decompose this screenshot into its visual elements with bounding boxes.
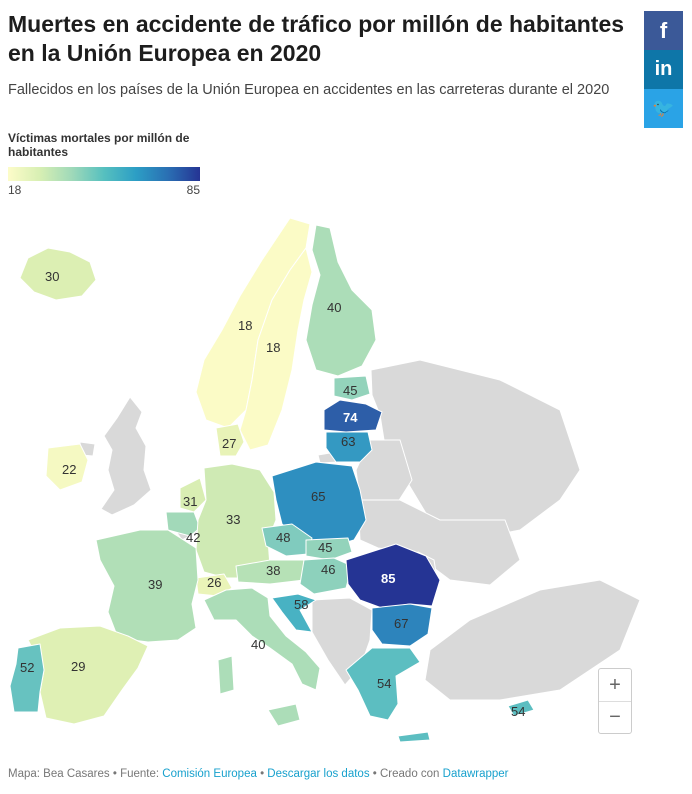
legend-max-label: 85 <box>186 183 200 197</box>
country-sardinia[interactable] <box>217 655 235 695</box>
source-link[interactable]: Comisión Europea <box>162 768 257 780</box>
country-finland[interactable] <box>305 224 377 377</box>
source-label: Fuente: <box>120 768 160 780</box>
country-estonia[interactable] <box>333 375 371 401</box>
country-turkey[interactable] <box>424 579 641 701</box>
twitter-share-button[interactable]: 🐦 <box>644 89 683 128</box>
country-romania[interactable] <box>345 543 441 609</box>
value-label-denmark: 27 <box>222 436 236 451</box>
country-portugal[interactable] <box>9 643 45 713</box>
value-label-latvia: 74 <box>343 410 358 425</box>
zoom-control: + − <box>598 668 632 734</box>
value-label-estonia: 45 <box>343 383 357 398</box>
country-croatia[interactable] <box>271 593 317 633</box>
value-label-netherlands: 31 <box>183 494 197 509</box>
value-label-cyprus: 54 <box>511 704 525 719</box>
created-with-label: Creado con <box>380 768 440 780</box>
value-label-romania: 85 <box>381 571 395 586</box>
facebook-share-button[interactable]: f <box>644 11 683 50</box>
zoom-out-button[interactable]: − <box>599 701 631 733</box>
value-label-norway: 18 <box>238 318 252 333</box>
color-legend: Víctimas mortales por millón de habitant… <box>8 131 208 197</box>
datawrapper-link[interactable]: Datawrapper <box>442 768 509 780</box>
country-cyprus[interactable] <box>507 699 535 717</box>
value-label-germany: 33 <box>226 512 240 527</box>
value-label-slovakia: 45 <box>318 540 332 555</box>
value-label-iceland: 30 <box>45 269 59 284</box>
value-label-finland: 40 <box>327 300 341 315</box>
country-sicily[interactable] <box>267 703 301 727</box>
value-label-poland: 65 <box>311 489 325 504</box>
chart-title: Muertes en accidente de tráfico por mill… <box>8 11 625 66</box>
country-ireland[interactable] <box>45 443 89 491</box>
country-hungary[interactable] <box>299 557 353 595</box>
value-labels: 30 18 18 40 45 74 63 27 22 31 42 33 65 4… <box>20 269 525 719</box>
country-sweden[interactable] <box>239 247 313 451</box>
country-greece[interactable] <box>345 647 421 721</box>
twitter-icon: 🐦 <box>652 98 675 118</box>
country-france[interactable] <box>95 529 199 643</box>
country-belgium[interactable] <box>165 511 201 537</box>
zoom-in-button[interactable]: + <box>609 673 621 696</box>
chart-subtitle: Fallecidos en los países de la Unión Eur… <box>8 82 610 98</box>
facebook-icon: f <box>659 17 668 43</box>
country-ukraine[interactable] <box>357 499 521 586</box>
footer: Mapa: Bea Casares • Fuente: Comisión Eur… <box>8 768 509 780</box>
country-iceland[interactable] <box>19 247 97 301</box>
country-netherlands[interactable] <box>179 477 207 513</box>
value-label-portugal: 52 <box>20 660 34 675</box>
download-data-link[interactable]: Descargar los datos <box>267 768 370 780</box>
value-label-greece: 54 <box>377 676 391 691</box>
value-label-hungary: 46 <box>321 562 335 577</box>
country-spain[interactable] <box>27 625 149 725</box>
linkedin-share-button[interactable]: in <box>644 50 683 89</box>
value-label-italy: 40 <box>251 637 265 652</box>
country-lithuania[interactable] <box>325 431 373 463</box>
value-label-spain: 29 <box>71 659 85 674</box>
value-label-ireland: 22 <box>62 462 76 477</box>
value-label-austria: 38 <box>266 563 280 578</box>
value-label-czechia: 48 <box>276 530 290 545</box>
map-credit: Mapa: Bea Casares <box>8 768 110 780</box>
value-label-france: 39 <box>148 577 162 592</box>
value-label-sweden: 18 <box>266 340 280 355</box>
europe-map: 30 18 18 40 45 74 63 27 22 31 42 33 65 4… <box>9 217 641 743</box>
country-slovakia[interactable] <box>305 537 353 561</box>
country-bulgaria[interactable] <box>371 603 433 647</box>
value-label-croatia: 58 <box>294 597 308 612</box>
country-latvia[interactable] <box>323 399 383 433</box>
value-label-belgium: 42 <box>186 530 200 545</box>
legend-title: Víctimas mortales por millón de habitant… <box>8 131 190 159</box>
country-crete[interactable] <box>397 731 431 743</box>
value-label-bulgaria: 67 <box>394 616 408 631</box>
value-label-lithuania: 63 <box>341 434 355 449</box>
country-denmark[interactable] <box>215 423 245 457</box>
legend-gradient-bar <box>8 167 200 181</box>
linkedin-icon: in <box>654 58 673 80</box>
country-uk[interactable] <box>100 396 152 516</box>
legend-min-label: 18 <box>8 183 22 197</box>
share-bar: f in 🐦 <box>644 11 683 128</box>
country-italy[interactable] <box>203 587 321 691</box>
value-label-switzerland: 26 <box>207 575 221 590</box>
